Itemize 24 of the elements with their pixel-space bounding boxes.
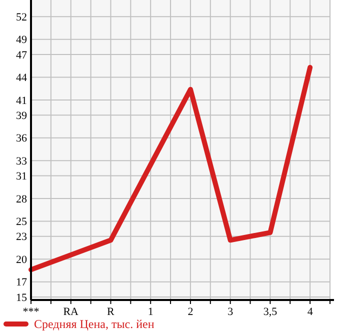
y-tick-label: 17	[16, 276, 28, 289]
y-tick-label: 39	[16, 110, 28, 122]
x-tick-label: R	[107, 306, 116, 318]
y-tick-label: 23	[16, 231, 28, 244]
x-tick-label: 4	[307, 306, 314, 318]
x-tick-label: 2	[188, 306, 194, 318]
x-tick-label: RA	[63, 306, 79, 318]
x-tick-label: ***	[22, 306, 40, 318]
y-tick-label: 41	[16, 94, 27, 107]
y-tick-label: 31	[16, 170, 27, 183]
x-tick-label: 3,5	[263, 306, 278, 318]
y-tick-label: 33	[16, 155, 28, 168]
y-tick-label: 36	[16, 132, 28, 145]
y-tick-label: 15	[16, 292, 28, 304]
y-tick-label: 28	[16, 193, 28, 206]
y-tick-label: 25	[16, 216, 28, 228]
x-tick-label: 1	[148, 306, 154, 318]
y-tick-label: 47	[16, 49, 28, 62]
legend-label: Средняя Цена, тыс. йен	[34, 317, 155, 332]
y-tick-label: 20	[16, 254, 28, 266]
x-tick-label: 3	[228, 306, 234, 318]
y-tick-label: 44	[16, 72, 28, 84]
y-tick-label: 49	[16, 34, 28, 46]
y-tick-label: 52	[16, 12, 27, 24]
